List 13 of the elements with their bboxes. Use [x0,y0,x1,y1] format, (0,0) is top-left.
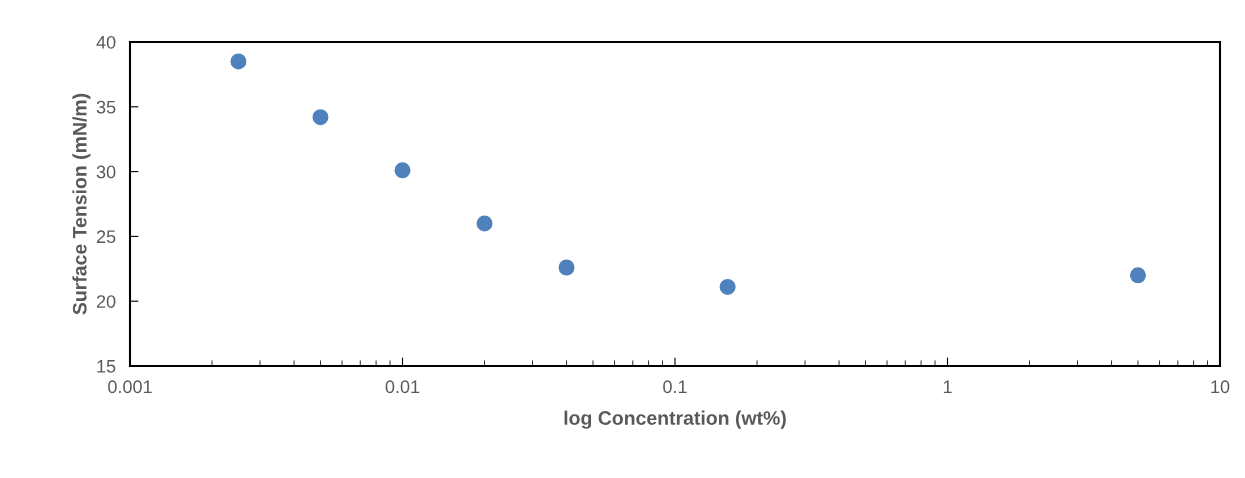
x-tick-label: 0.001 [108,380,152,394]
y-tick-label: 35 [96,100,116,114]
y-tick-label: 15 [97,360,116,373]
x-tick-label: 0.01 [385,380,420,394]
y-tick-label: 30 [96,165,116,179]
y-tick-label: 25 [96,230,116,244]
x-tick-label: 1 [943,380,952,393]
y-tick-label: 40 [96,35,116,49]
x-tick-label: 10 [1211,380,1230,394]
x-axis-title: log Concentration (wt%) [564,410,786,429]
y-tick-label: 20 [96,295,116,308]
y-axis-title: Surface Tension (mN/m) [72,93,91,315]
x-tick-label: 0.1 [663,380,687,394]
